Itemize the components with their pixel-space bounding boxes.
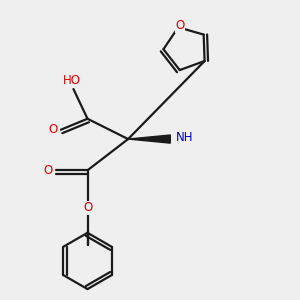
Text: O: O <box>83 201 92 214</box>
Text: HO: HO <box>63 74 81 87</box>
Text: O: O <box>49 123 58 136</box>
Polygon shape <box>128 135 170 143</box>
Text: O: O <box>175 19 184 32</box>
Text: NH: NH <box>176 131 193 144</box>
Text: O: O <box>44 164 53 177</box>
